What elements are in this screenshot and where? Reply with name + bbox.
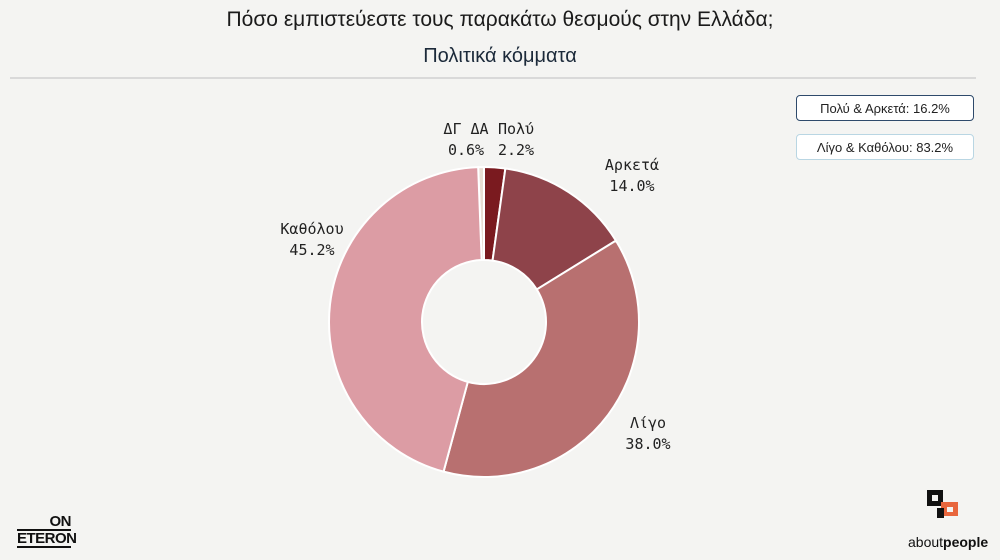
slice-4 — [328, 166, 483, 473]
slice-category: ΔΓ ΔΑ — [443, 120, 489, 138]
chart-title: Πόσο εμπιστεύεστε τους παρακάτω θεσμούς … — [226, 8, 774, 31]
slice-label-2: Αρκετά 14.0% — [582, 155, 682, 197]
slice-percent: 45.2% — [289, 241, 335, 259]
header-divider — [10, 77, 976, 79]
logo-eteron-text: ETERON — [17, 529, 77, 548]
slice-3 — [442, 239, 640, 478]
logo-people-text: people — [943, 534, 989, 550]
slice-percent: 0.6% — [447, 141, 485, 159]
slice-percent: 14.0% — [609, 177, 655, 195]
aboutpeople-logo-text: aboutpeople — [908, 534, 988, 550]
aboutpeople-logo-icon — [927, 490, 958, 518]
logo-about-text: about — [908, 534, 944, 550]
slice-label-3: Λίγο 38.0% — [598, 413, 698, 455]
summary-box-low-trust: Λίγο & Καθόλου: 83.2% — [796, 134, 974, 160]
slice-label-4: Καθόλου 45.2% — [262, 219, 362, 261]
slice-label-1: Πολύ 2.2% — [466, 119, 566, 161]
slice-percent: 2.2% — [497, 141, 535, 159]
chart-subtitle: Πολιτικά κόμματα — [423, 45, 577, 67]
summary-box-high-trust: Πολύ & Αρκετά: 16.2% — [796, 95, 974, 121]
slice-category: Καθόλου — [280, 220, 344, 238]
slice-label-5: ΔΓ ΔΑ 0.6% — [416, 119, 516, 161]
slice-percent: 38.0% — [625, 435, 671, 453]
on-eteron-logo: ON ETERON — [17, 513, 77, 548]
slice-category: Πολύ — [497, 120, 535, 138]
logo-on-text: ON — [49, 513, 72, 530]
slice-category: Λίγο — [629, 414, 667, 432]
slice-category: Αρκετά — [604, 156, 660, 174]
